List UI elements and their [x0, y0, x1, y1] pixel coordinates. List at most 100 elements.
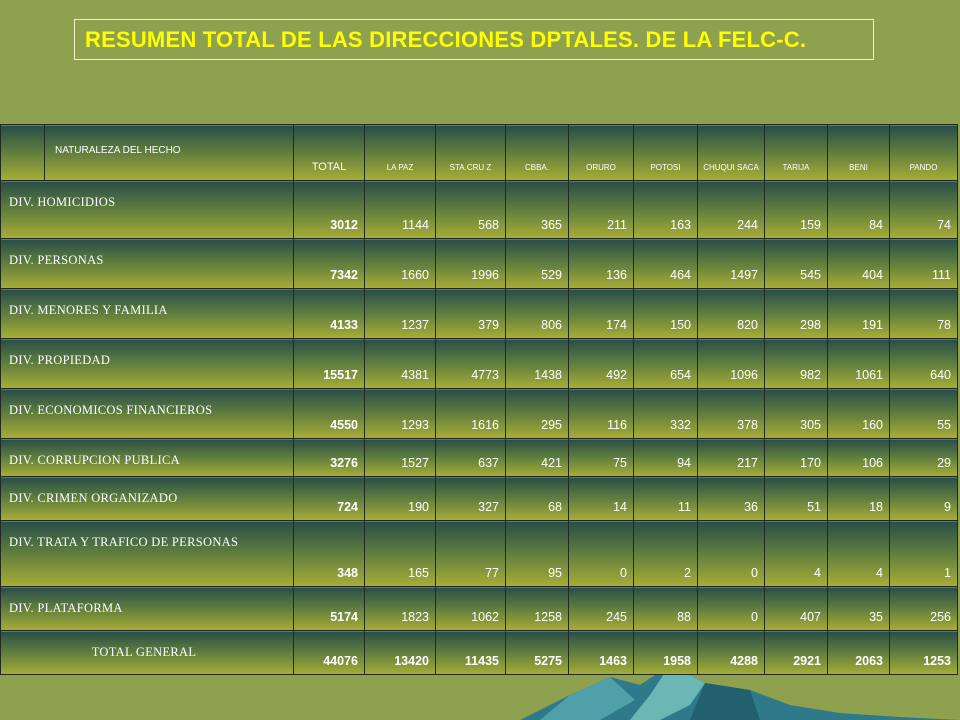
- header-chuquisaca: CHUQUI SACA: [697, 124, 765, 181]
- value-cell: 1660: [364, 238, 436, 289]
- row-label: DIV. CORRUPCION PUBLICA: [0, 438, 294, 477]
- value-cell: 256: [889, 586, 958, 631]
- slide-title: RESUMEN TOTAL DE LAS DIRECCIONES DPTALES…: [74, 19, 874, 60]
- total-cell: 4133: [293, 288, 365, 339]
- row-label: DIV. PROPIEDAD: [0, 338, 294, 389]
- value-cell: 94: [633, 438, 698, 477]
- value-cell: 13420: [364, 630, 436, 675]
- value-cell: 637: [435, 438, 506, 477]
- header-potosi: POTOSI: [633, 124, 698, 181]
- value-cell: 136: [568, 238, 634, 289]
- value-cell: 1: [889, 520, 958, 587]
- header-cbba: CBBA.: [505, 124, 569, 181]
- value-cell: 421: [505, 438, 569, 477]
- value-cell: 245: [568, 586, 634, 631]
- header-naturaleza: NATURALEZA DEL HECHO: [44, 124, 294, 181]
- value-cell: 2: [633, 520, 698, 587]
- total-row: TOTAL GENERAL 44076 13420 11435 5275 1463 1958…: [0, 630, 958, 675]
- value-cell: 332: [633, 388, 698, 439]
- row-label: DIV. MENORES Y FAMILIA: [0, 288, 294, 339]
- value-cell: 1096: [697, 338, 765, 389]
- value-cell: 2921: [764, 630, 828, 675]
- row-label: DIV. HOMICIDIOS: [0, 180, 294, 239]
- header-sta-cruz: STA.CRU Z: [435, 124, 506, 181]
- value-cell: 4: [764, 520, 828, 587]
- value-cell: 1062: [435, 586, 506, 631]
- value-cell: 75: [568, 438, 634, 477]
- value-cell: 1616: [435, 388, 506, 439]
- value-cell: 4381: [364, 338, 436, 389]
- value-cell: 365: [505, 180, 569, 239]
- value-cell: 654: [633, 338, 698, 389]
- header-total: TOTAL: [293, 124, 365, 181]
- value-cell: 327: [435, 476, 506, 521]
- value-cell: 11435: [435, 630, 506, 675]
- total-cell: 15517: [293, 338, 365, 389]
- value-cell: 1527: [364, 438, 436, 477]
- value-cell: 0: [697, 520, 765, 587]
- value-cell: 68: [505, 476, 569, 521]
- value-cell: 0: [697, 586, 765, 631]
- value-cell: 111: [889, 238, 958, 289]
- value-cell: 190: [364, 476, 436, 521]
- value-cell: 298: [764, 288, 828, 339]
- header-la-paz: LA PAZ: [364, 124, 436, 181]
- value-cell: 165: [364, 520, 436, 587]
- value-cell: 5275: [505, 630, 569, 675]
- table-row: DIV. PLATAFORMA 5174 1823 1062 1258 245 88 0 407…: [0, 586, 958, 631]
- value-cell: 407: [764, 586, 828, 631]
- value-cell: 1253: [889, 630, 958, 675]
- value-cell: 1497: [697, 238, 765, 289]
- value-cell: 295: [505, 388, 569, 439]
- value-cell: 244: [697, 180, 765, 239]
- value-cell: 77: [435, 520, 506, 587]
- value-cell: 1996: [435, 238, 506, 289]
- value-cell: 150: [633, 288, 698, 339]
- table-row: DIV. CRIMEN ORGANIZADO 724 190 327 68 14 11 36 5…: [0, 476, 958, 521]
- value-cell: 95: [505, 520, 569, 587]
- value-cell: 51: [764, 476, 828, 521]
- table-row: DIV. PERSONAS 7342 1660 1996 529 136 464 1497 54…: [0, 238, 958, 289]
- table-body: DIV. HOMICIDIOS 3012 1144 568 365 211 163 244 15…: [0, 180, 958, 675]
- value-cell: 568: [435, 180, 506, 239]
- value-cell: 29: [889, 438, 958, 477]
- value-cell: 9: [889, 476, 958, 521]
- value-cell: 1258: [505, 586, 569, 631]
- value-cell: 2063: [827, 630, 890, 675]
- total-cell: 4550: [293, 388, 365, 439]
- value-cell: 211: [568, 180, 634, 239]
- value-cell: 36: [697, 476, 765, 521]
- value-cell: 806: [505, 288, 569, 339]
- value-cell: 1958: [633, 630, 698, 675]
- value-cell: 378: [697, 388, 765, 439]
- value-cell: 106: [827, 438, 890, 477]
- total-cell: 724: [293, 476, 365, 521]
- header-tarija: TARIJA: [764, 124, 828, 181]
- value-cell: 1438: [505, 338, 569, 389]
- value-cell: 11: [633, 476, 698, 521]
- header-corner-cell: [0, 124, 45, 181]
- value-cell: 191: [827, 288, 890, 339]
- table-row: DIV. CORRUPCION PUBLICA 3276 1527 637 421 75 9…: [0, 438, 958, 477]
- row-label: DIV. CRIMEN ORGANIZADO: [0, 476, 294, 521]
- row-label: DIV. PERSONAS: [0, 238, 294, 289]
- value-cell: 55: [889, 388, 958, 439]
- value-cell: 1237: [364, 288, 436, 339]
- total-cell: 44076: [293, 630, 365, 675]
- value-cell: 4288: [697, 630, 765, 675]
- value-cell: 379: [435, 288, 506, 339]
- value-cell: 545: [764, 238, 828, 289]
- header-oruro: ORURO: [568, 124, 634, 181]
- value-cell: 464: [633, 238, 698, 289]
- value-cell: 820: [697, 288, 765, 339]
- value-cell: 35: [827, 586, 890, 631]
- total-cell: 3276: [293, 438, 365, 477]
- value-cell: 74: [889, 180, 958, 239]
- table-row: DIV. TRATA Y TRAFICO DE PERSONAS 348 165 77…: [0, 520, 958, 587]
- value-cell: 18: [827, 476, 890, 521]
- value-cell: 174: [568, 288, 634, 339]
- value-cell: 1823: [364, 586, 436, 631]
- value-cell: 4: [827, 520, 890, 587]
- value-cell: 404: [827, 238, 890, 289]
- value-cell: 14: [568, 476, 634, 521]
